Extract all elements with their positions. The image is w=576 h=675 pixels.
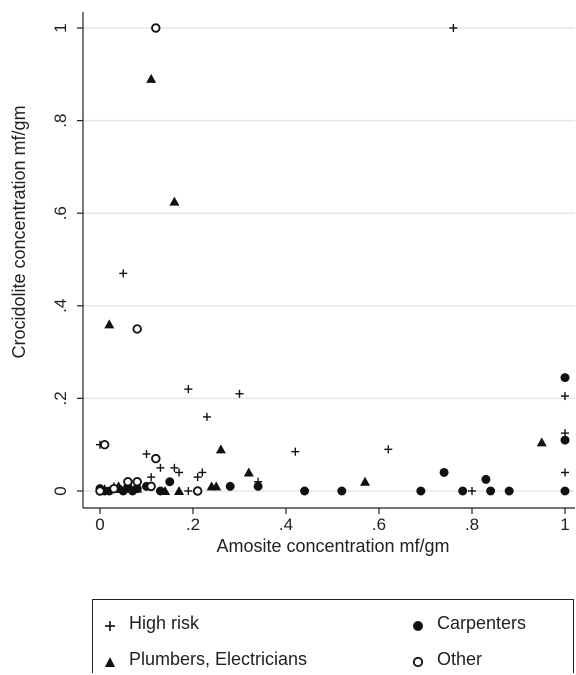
grid-lines xyxy=(83,27,575,492)
filled-circle-point xyxy=(560,435,570,445)
plus-point xyxy=(184,487,193,495)
series-carpenters xyxy=(95,373,570,496)
triangle-point xyxy=(215,444,226,454)
triangle-point xyxy=(211,481,222,491)
y-tick-label: .8 xyxy=(51,114,70,128)
filled-circle-point xyxy=(225,481,235,491)
triangle-point xyxy=(536,437,547,447)
legend-label: Carpenters xyxy=(437,613,527,633)
triangle-marker-icon xyxy=(103,653,117,667)
triangle-point xyxy=(360,476,371,486)
x-tick-label: .8 xyxy=(465,515,479,534)
legend-item-plumbers-electricians: Plumbers, Electricians xyxy=(103,649,307,670)
open-circle-point xyxy=(95,486,105,496)
plus-point xyxy=(235,389,244,398)
data-points xyxy=(95,23,570,496)
legend-label: High risk xyxy=(129,613,200,633)
legend-item-carpenters: Carpenters xyxy=(411,613,526,634)
filled-circle-point xyxy=(253,481,263,491)
plus-point xyxy=(202,412,211,421)
legend-item-other: Other xyxy=(411,649,482,670)
legend-item-high-risk: High risk xyxy=(103,613,199,634)
triangle-point xyxy=(104,319,115,329)
x-tick-label: 1 xyxy=(560,515,569,534)
plus-point xyxy=(156,463,165,472)
triangle-point xyxy=(169,196,180,206)
plus-point xyxy=(119,269,128,278)
filled-circle-point xyxy=(118,486,128,496)
y-tick-label: 0 xyxy=(51,486,70,495)
filled-circle-point xyxy=(560,486,570,496)
y-axis-title: Crocidolite concentration mf/gm xyxy=(9,105,29,358)
open-circle-point xyxy=(109,483,119,494)
filled-circle-marker-icon xyxy=(411,617,425,631)
plus-point xyxy=(561,468,569,477)
plus-point xyxy=(468,487,476,495)
y-tick-label: .2 xyxy=(51,391,70,405)
filled-circle-point xyxy=(486,486,496,496)
legend-label: Plumbers, Electricians xyxy=(129,649,308,669)
x-tick-label: .4 xyxy=(279,515,293,534)
filled-circle-point xyxy=(504,486,514,496)
y-tick-label: .6 xyxy=(51,206,70,220)
open-circle-point xyxy=(99,440,110,450)
y-tick-label: 1 xyxy=(51,23,70,32)
filled-circle-point xyxy=(416,486,426,496)
filled-circle-point xyxy=(560,373,570,383)
scatter-chart: 0 .2 .4 .6 .8 1 0 .2 .4 .6 .8 1 Crocidolite concen… xyxy=(9,12,575,556)
filled-circle-point xyxy=(300,486,310,496)
plus-point xyxy=(175,468,184,477)
series-high-risk xyxy=(96,24,569,495)
open-circle-point xyxy=(123,477,133,487)
triangle-point xyxy=(174,486,185,495)
filled-circle-point xyxy=(481,474,491,484)
x-tick-label: 0 xyxy=(95,515,104,534)
x-tick-label: .2 xyxy=(186,515,200,534)
filled-circle-point xyxy=(128,486,138,496)
filled-circle-point xyxy=(458,486,468,496)
open-circle-point xyxy=(151,453,161,464)
open-circle-point xyxy=(132,477,142,487)
open-circle-point xyxy=(132,324,142,334)
y-axis-ticks: 0 .2 .4 .6 .8 1 xyxy=(51,23,83,496)
open-circle-point xyxy=(192,486,203,496)
plus-point xyxy=(184,385,193,394)
plus-point xyxy=(291,447,300,456)
legend: High risk Carpenters Plumbers, Electrici… xyxy=(92,599,574,673)
plus-point xyxy=(170,463,179,472)
open-circle-point xyxy=(146,481,156,492)
filled-circle-point xyxy=(155,486,165,496)
plus-point xyxy=(142,449,151,458)
x-axis-title: Amosite concentration mf/gm xyxy=(216,536,449,556)
open-circle-marker-icon xyxy=(411,653,425,667)
plus-point xyxy=(198,468,207,477)
open-circle-point xyxy=(151,23,161,33)
triangle-point xyxy=(146,73,157,83)
filled-circle-point xyxy=(337,486,347,496)
y-tick-label: .4 xyxy=(51,299,70,313)
series-plumbers-electricians xyxy=(104,73,547,495)
filled-circle-point xyxy=(439,467,449,477)
plus-point xyxy=(193,473,202,482)
plus-point xyxy=(147,473,156,482)
axes xyxy=(82,12,575,509)
legend-label: Other xyxy=(437,649,483,669)
plus-point xyxy=(449,24,458,32)
plus-point xyxy=(561,392,569,401)
plus-marker-icon xyxy=(103,617,117,631)
series-other xyxy=(95,23,203,496)
x-tick-label: .6 xyxy=(372,515,386,534)
filled-circle-point xyxy=(165,477,175,487)
plus-point xyxy=(384,445,393,454)
x-axis-ticks: 0 .2 .4 .6 .8 1 xyxy=(95,508,570,534)
triangle-point xyxy=(243,467,254,477)
